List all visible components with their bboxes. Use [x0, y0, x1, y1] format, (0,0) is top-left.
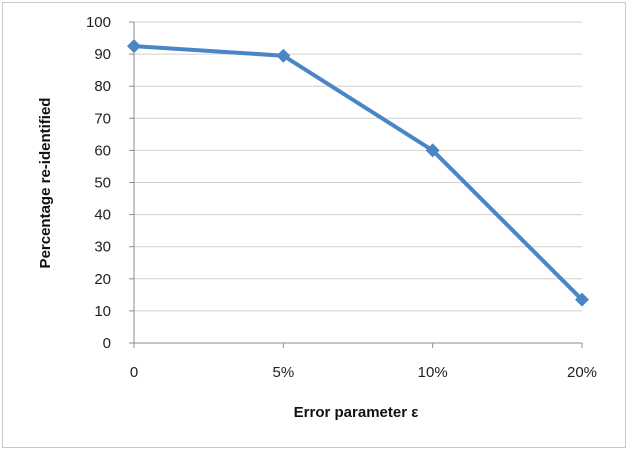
y-tick-label: 100 — [86, 14, 111, 31]
y-tick-label: 90 — [94, 46, 111, 63]
x-tick-label: 10% — [418, 364, 448, 381]
data-point-marker — [425, 143, 440, 158]
x-tick-label: 5% — [272, 364, 294, 381]
y-axis-title: Percentage re-identified — [37, 98, 54, 269]
series-line — [132, 44, 584, 302]
y-tick-label: 20 — [94, 271, 111, 288]
data-point-marker — [276, 48, 291, 63]
x-tick-label: 0 — [130, 364, 138, 381]
y-axis-ticks: 0 10 20 30 40 50 60 70 80 90 100 — [86, 14, 134, 352]
data-point-marker — [127, 39, 141, 54]
y-tick-label: 50 — [94, 175, 111, 192]
y-tick-label: 40 — [94, 207, 111, 224]
y-tick-label: 30 — [94, 239, 111, 256]
x-axis-title: Error parameter ε — [294, 404, 419, 421]
gridlines — [134, 21, 582, 312]
y-tick-label: 0 — [103, 335, 111, 352]
y-tick-label: 10 — [94, 303, 111, 320]
x-tick-label: 20% — [567, 364, 597, 381]
y-tick-label: 60 — [94, 142, 111, 159]
series-group — [127, 39, 589, 307]
x-axis-ticks: 0 5% 10% 20% — [130, 343, 597, 381]
y-tick-label: 80 — [94, 78, 111, 95]
y-tick-label: 70 — [94, 110, 111, 127]
data-point-marker — [575, 292, 589, 307]
